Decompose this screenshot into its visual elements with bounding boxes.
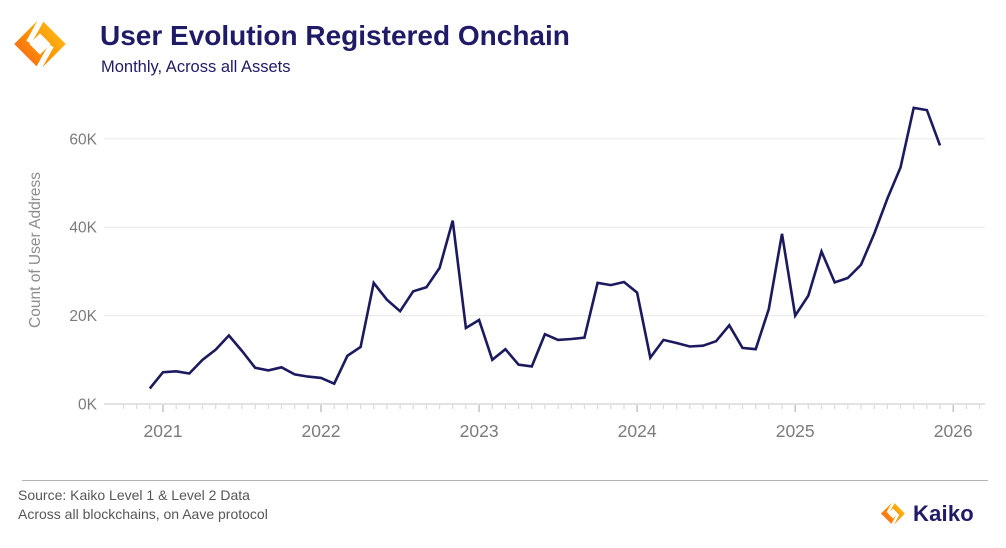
x-tick-label: 2022 <box>302 421 341 441</box>
kaiko-logo-icon <box>14 15 66 73</box>
kaiko-logo-icon-small <box>881 500 905 527</box>
x-tick-label: 2025 <box>776 421 815 441</box>
source-line-1: Source: Kaiko Level 1 & Level 2 Data <box>18 487 250 503</box>
data-line <box>148 106 942 390</box>
x-tick-label: 2023 <box>460 421 499 441</box>
y-axis-title: Count of User Address <box>27 172 44 328</box>
y-tick-label: 20K <box>69 308 97 325</box>
y-tick-label: 40K <box>69 220 97 237</box>
y-tick-label: 0K <box>78 397 98 414</box>
kaiko-wordmark: Kaiko <box>913 500 974 526</box>
x-tick-label: 2021 <box>144 421 183 441</box>
source-line-2: Across all blockchains, on Aave protocol <box>18 506 268 522</box>
y-tick-label: 60K <box>69 131 97 148</box>
page-subtitle: Monthly, Across all Assets <box>101 58 291 76</box>
footer-divider <box>22 480 988 481</box>
page-title: User Evolution Registered Onchain <box>100 20 570 51</box>
x-tick-label: 2024 <box>618 421 657 441</box>
x-tick-label: 2026 <box>934 421 973 441</box>
kaiko-brand: Kaiko <box>880 500 974 527</box>
